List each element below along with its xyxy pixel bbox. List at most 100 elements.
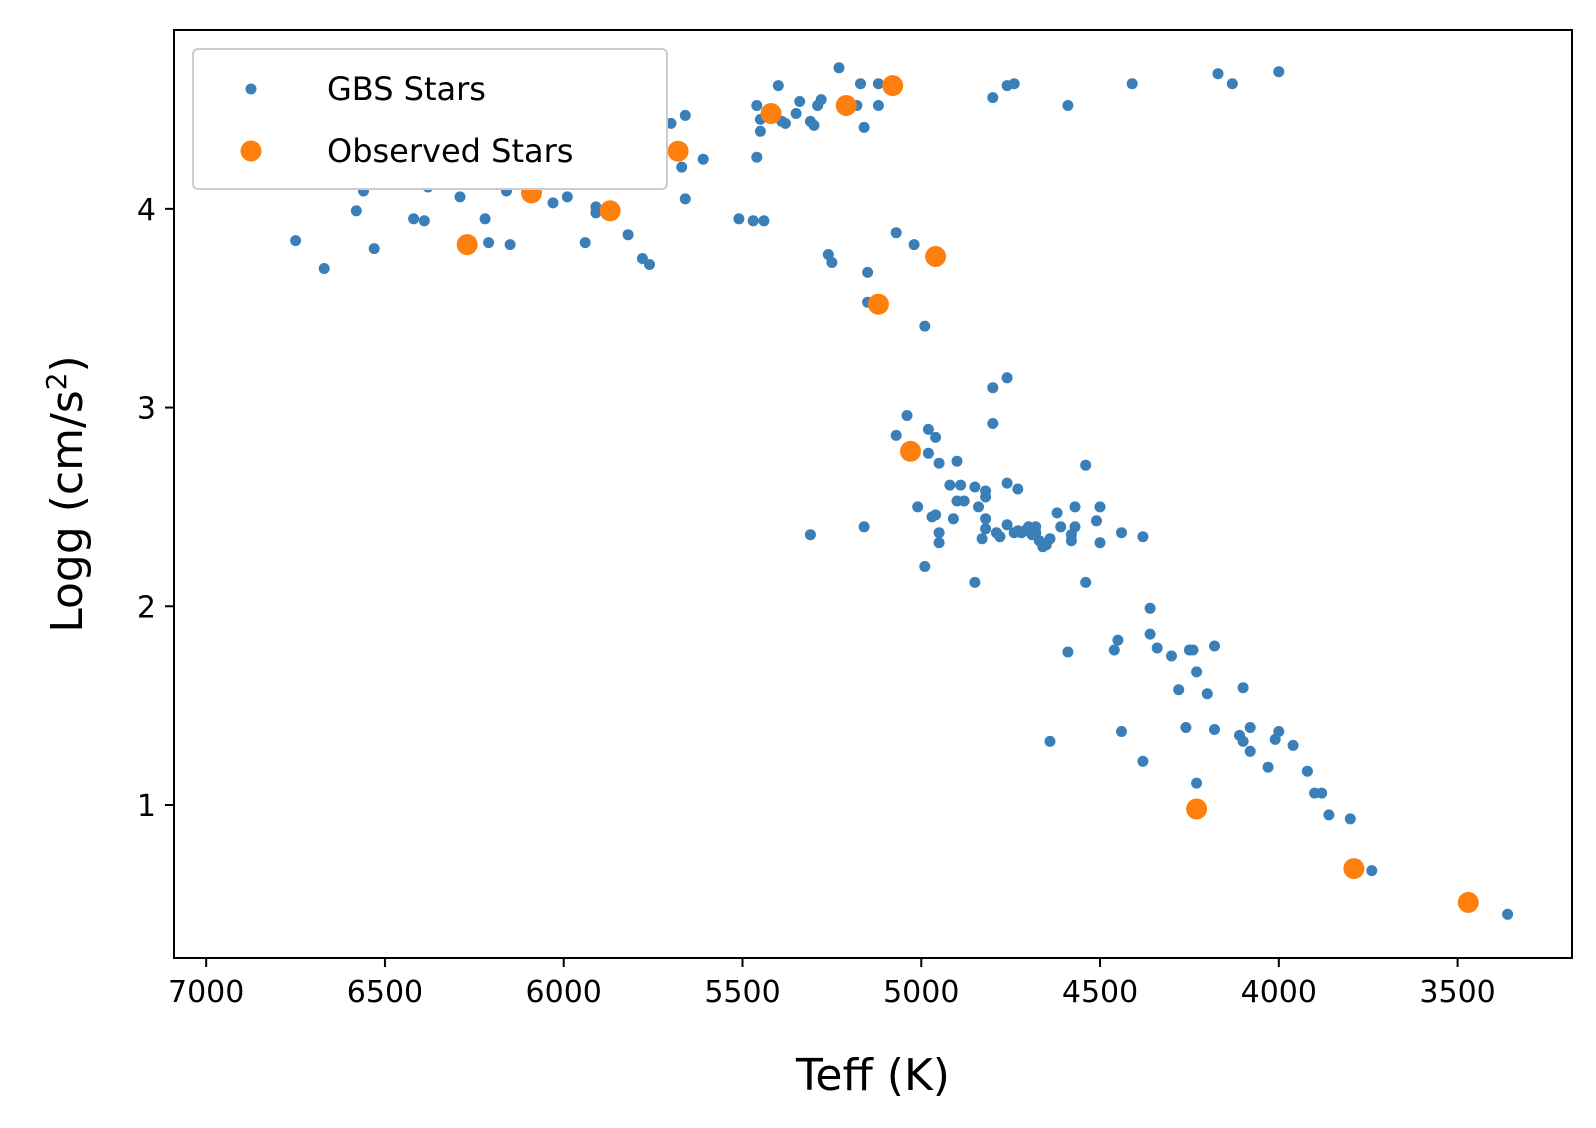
point-gbs-stars [833,62,845,74]
point-gbs-stars [579,237,591,249]
point-gbs-stars [933,527,945,539]
point-gbs-stars [758,215,770,227]
x-tick-label: 5000 [883,975,959,1010]
point-gbs-stars [547,197,559,209]
x-tick-label: 3500 [1419,975,1495,1010]
point-observed-stars [1457,891,1479,913]
point-gbs-stars [747,215,759,227]
legend-marker-gbs-stars [245,83,257,95]
point-gbs-stars [1080,576,1092,588]
point-gbs-stars [1502,908,1514,920]
point-gbs-stars [1201,688,1213,700]
point-gbs-stars [679,109,691,121]
point-gbs-stars [1044,735,1056,747]
point-gbs-stars [987,382,999,394]
x-tick-label: 4000 [1241,975,1317,1010]
point-gbs-stars [561,191,573,203]
point-gbs-stars [1112,634,1124,646]
point-observed-stars [900,440,921,462]
point-gbs-stars [794,96,806,107]
point-gbs-stars [1234,729,1245,741]
point-gbs-stars [872,78,884,90]
point-gbs-stars [922,423,934,435]
point-gbs-stars [1183,644,1195,656]
y-axis-label-superscript: 2 [40,372,73,390]
legend-label-gbs-stars: GBS Stars [327,70,486,108]
point-gbs-stars [1069,501,1081,513]
point-gbs-stars [454,191,466,203]
point-gbs-stars [1180,722,1192,733]
point-gbs-stars [1144,602,1156,614]
point-gbs-stars [930,431,942,443]
point-gbs-stars [1094,501,1106,513]
point-gbs-stars [1273,66,1285,78]
point-gbs-stars [855,78,866,90]
point-gbs-stars [980,513,992,525]
point-gbs-stars [368,243,380,255]
point-gbs-stars [858,121,870,133]
x-tick-label: 6500 [347,975,423,1010]
point-gbs-stars [1209,640,1220,652]
point-gbs-stars [1191,777,1203,789]
point-gbs-stars [479,213,491,225]
point-gbs-stars [976,533,988,545]
point-observed-stars [1343,858,1365,880]
y-axis-ticks: 1 2 3 4 [137,193,174,824]
y-tick-label: 4 [137,193,156,228]
point-gbs-stars [1091,515,1102,527]
point-gbs-stars [1166,650,1177,662]
x-axis-label: Teff (K) [795,1050,950,1101]
point-gbs-stars [969,576,981,588]
point-gbs-stars [751,151,763,163]
y-tick-label: 2 [137,590,156,625]
point-gbs-stars [676,161,688,173]
point-gbs-stars [987,418,999,429]
point-gbs-stars [973,501,984,513]
point-gbs-stars [636,253,648,264]
point-gbs-stars [1137,531,1149,543]
point-gbs-stars [754,125,766,137]
point-gbs-stars [947,513,959,525]
x-tick-label: 7000 [168,975,244,1010]
legend-marker-observed-stars [240,140,262,162]
point-gbs-stars [944,479,956,491]
point-gbs-stars [919,320,931,332]
point-observed-stars [1186,798,1208,820]
point-observed-stars [835,95,857,116]
point-gbs-stars [980,485,992,497]
y-axis-label: Logg (cm/s2) [40,355,93,632]
point-gbs-stars [1062,646,1074,658]
point-gbs-stars [980,523,992,535]
point-gbs-stars [1212,68,1224,80]
point-observed-stars [599,200,621,222]
point-gbs-stars [922,447,934,459]
point-gbs-stars [733,213,745,225]
point-gbs-stars [418,215,430,227]
point-gbs-stars [933,537,945,549]
point-gbs-stars [1262,761,1274,773]
point-gbs-stars [912,501,924,513]
point-observed-stars [667,140,689,162]
x-tick-label: 4500 [1062,975,1138,1010]
point-gbs-stars [1366,865,1378,877]
point-gbs-stars [862,266,874,278]
point-gbs-stars [955,479,967,491]
y-tick-label: 1 [137,789,156,824]
point-gbs-stars [1126,78,1138,90]
point-gbs-stars [990,527,1002,539]
point-gbs-stars [933,457,945,469]
point-gbs-stars [1055,521,1067,533]
point-gbs-stars [1065,535,1077,547]
point-gbs-stars [1001,372,1013,384]
y-tick-label: 3 [137,392,156,427]
point-gbs-stars [790,108,802,119]
point-gbs-stars [919,561,931,572]
point-gbs-stars [622,229,634,241]
point-gbs-stars [1001,477,1013,489]
point-gbs-stars [1226,78,1238,90]
point-gbs-stars [1116,527,1127,539]
point-gbs-stars [1108,644,1120,656]
point-gbs-stars [483,237,495,249]
point-gbs-stars [665,117,677,129]
